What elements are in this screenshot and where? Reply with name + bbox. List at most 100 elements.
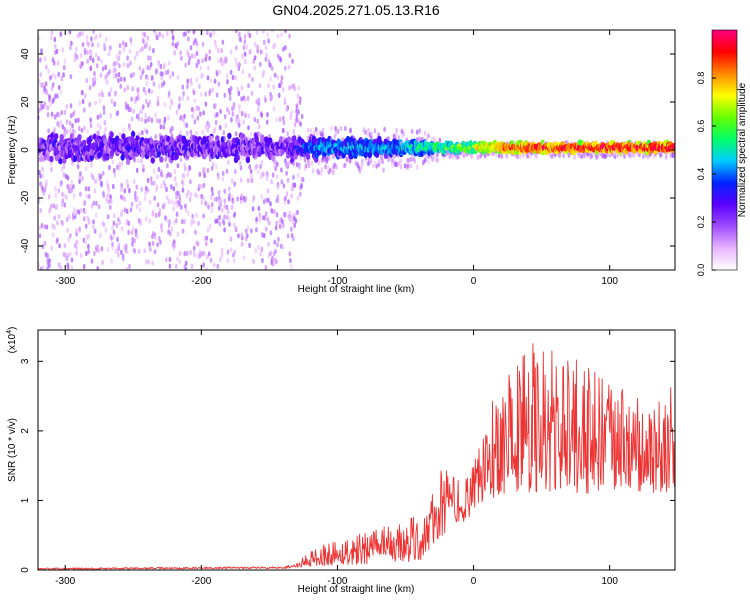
spectrogram-cell [257, 101, 261, 107]
spectrogram-cell [42, 190, 45, 196]
spectrogram-cell [202, 182, 206, 188]
spectrogram-cell [267, 197, 270, 203]
spectrogram-cell [93, 250, 96, 256]
snr-x-axis-label: Height of straight line (km) [298, 584, 415, 595]
spectrogram-cell [120, 211, 123, 217]
spectrogram-cell [192, 108, 196, 114]
spectrogram-cell [121, 40, 125, 46]
spectrogram-cell [244, 59, 247, 65]
spectrogram-cell [227, 132, 232, 140]
spectrogram-cell [173, 50, 177, 56]
spectrogram-cell [505, 153, 509, 159]
spectrogram-cell [370, 131, 373, 137]
spectrogram-cell [52, 60, 56, 66]
spectrogram-cell [295, 162, 299, 168]
spectrogram-cell [250, 178, 253, 184]
spectrogram-cell [285, 191, 289, 197]
spectrogram-cell [122, 127, 125, 133]
spectrogram-cell [213, 262, 216, 268]
spectrogram-cell [70, 179, 73, 185]
spectrogram-cell [243, 51, 247, 57]
spectrogram-cell [57, 188, 61, 194]
spectrogram-cell [256, 131, 260, 137]
spectrogram-cell [240, 232, 243, 238]
spectrogram-cell [118, 63, 121, 69]
spectrogram-cell [257, 97, 261, 103]
spectrogram-cell [58, 243, 61, 249]
snr-x-tick-label: -300 [55, 576, 75, 587]
spectrogram-cell [390, 157, 394, 163]
spectrogram-cell [201, 58, 204, 64]
spectrogram-cell [110, 235, 113, 241]
spectrogram-cell [68, 188, 71, 194]
spectrogram-cell [269, 201, 272, 207]
spectrogram-cell [433, 136, 436, 142]
spectrogram-cell [148, 218, 152, 224]
spectrogram-cell [294, 211, 297, 218]
spectrogram-cell [240, 85, 244, 91]
spectrogram-cell [218, 199, 221, 205]
spectrogram-cell [134, 194, 137, 200]
spectrogram-cell [153, 30, 156, 33]
spectrogram-cell [480, 152, 483, 158]
spectrogram-cell [353, 152, 358, 159]
spectrogram-cell [205, 53, 208, 59]
spectrogram-cell [126, 183, 130, 189]
spectrogram-cell [181, 228, 185, 234]
spectrogram-cell [54, 93, 57, 99]
spectrogram-cell [96, 122, 100, 128]
spectrogram-cell [70, 40, 73, 46]
spectrogram-cell [206, 127, 210, 133]
spectrogram-cell [195, 130, 198, 136]
spectrogram-cell [227, 209, 230, 215]
spectrogram-cell [158, 31, 161, 37]
spectrogram-cell [189, 129, 193, 135]
spectrogram-cell [189, 45, 193, 51]
spectrogram-x-tick-label: -300 [55, 276, 75, 287]
spectrogram-cell [280, 32, 283, 38]
spectrogram-cell [213, 39, 217, 46]
spectrogram-cell [202, 167, 206, 173]
spectrogram-cell [415, 129, 419, 135]
spectrogram-cell [209, 195, 213, 201]
spectrogram-cell [75, 250, 78, 256]
spectrogram-cell [269, 62, 272, 69]
spectrogram-cell [227, 87, 231, 93]
spectrogram-cell [92, 219, 95, 225]
spectrogram-cell [163, 183, 167, 189]
spectrogram-cell [183, 219, 186, 225]
colorbar: 0.0 0.2 0.4 0.6 0.8 Normalized spectral ampl… [696, 29, 748, 276]
spectrogram-cell [161, 71, 164, 77]
spectrogram-cell [285, 170, 288, 176]
spectrogram-cell [257, 124, 261, 130]
spectrogram-cell [215, 164, 218, 170]
spectrogram-cell [284, 45, 287, 51]
spectrogram-cell [84, 209, 87, 215]
spectrogram-cell [296, 93, 300, 99]
spectrogram-cell [40, 48, 43, 54]
spectrogram-cell [304, 163, 308, 169]
spectrogram-cell [50, 166, 53, 173]
spectrogram-cell [93, 80, 96, 86]
spectrogram-cell [51, 232, 55, 238]
spectrogram-cell [166, 135, 171, 143]
spectrogram-cell [278, 116, 282, 122]
spectrogram-cell [391, 162, 394, 168]
spectrogram-cell [184, 203, 187, 209]
spectrogram-cell [266, 216, 270, 222]
spectrogram-cell [63, 193, 66, 199]
spectrogram-cell [246, 225, 250, 231]
spectrogram-cell [238, 118, 241, 124]
spectrogram-cell [300, 113, 304, 119]
spectrogram-x-axis-label: Height of straight line (km) [298, 284, 415, 295]
spectrogram-cell [118, 162, 121, 168]
spectrogram-cell [145, 259, 148, 265]
spectrogram-cell [47, 128, 50, 134]
spectrogram-cell [156, 202, 160, 208]
spectrogram-cell [183, 166, 187, 172]
spectrogram-cell [195, 212, 198, 218]
spectrogram-cell [156, 151, 161, 158]
spectrogram-cell [135, 167, 139, 173]
spectrogram-cell [182, 91, 185, 97]
spectrogram-cell [53, 127, 56, 133]
